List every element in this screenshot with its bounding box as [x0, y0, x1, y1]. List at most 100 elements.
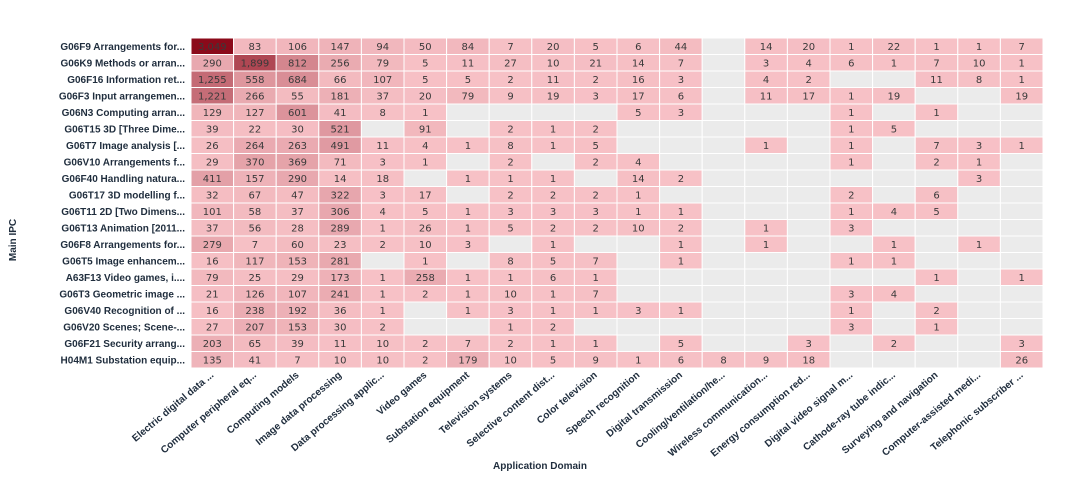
cell-value-label: 1 [465, 306, 471, 317]
heatmap-cell [744, 318, 788, 336]
cell-value-label: 47 [291, 190, 304, 201]
cell-value-label: 322 [331, 190, 350, 201]
cell-value-label: 32 [206, 190, 219, 201]
heatmap-cell [701, 153, 746, 171]
cell-value-label: 107 [288, 289, 307, 300]
cell-value-label: 2 [507, 124, 513, 135]
cell-value-label: 1 [848, 157, 854, 168]
heatmap-cell [744, 285, 788, 303]
cell-value-label: 7 [593, 256, 599, 267]
cell-value-label: 5 [593, 42, 599, 53]
cell-value-label: 147 [331, 42, 350, 53]
cell-value-label: 179 [458, 355, 477, 366]
cell-value-label: 1 [635, 207, 641, 218]
cell-value-label: 2 [678, 223, 684, 234]
cell-value-label: 7 [933, 141, 939, 152]
cell-value-label: 1 [465, 223, 471, 234]
heatmap-cell [659, 268, 703, 286]
heatmap-cell [573, 235, 618, 253]
heatmap-cell [786, 235, 831, 253]
heatmap-cell [999, 318, 1044, 336]
cell-value-label: 37 [206, 223, 219, 234]
cell-value-label: 2 [593, 223, 599, 234]
cell-value-label: 2 [593, 157, 599, 168]
cell-value-label: 3 [507, 207, 513, 218]
cell-value-label: 2 [507, 190, 513, 201]
cell-value-label: 3 [465, 240, 471, 251]
cell-value-label: 30 [291, 124, 304, 135]
heatmap-cell [488, 103, 533, 121]
y-tick-label: G06T7 Image analysis [... [66, 141, 185, 152]
heatmap-cell [446, 186, 490, 204]
cell-value-label: 192 [288, 306, 307, 317]
heatmap-cell [999, 285, 1044, 303]
cell-value-label: 26 [1015, 355, 1028, 366]
cell-value-label: 11 [462, 58, 475, 69]
cell-value-label: 1 [507, 174, 513, 185]
y-tick-label: G06K9 Methods or arran... [61, 58, 186, 69]
heatmap-cell [914, 219, 959, 237]
cell-value-label: 30 [334, 322, 347, 333]
y-tick-label: G06F40 Handling natura... [62, 174, 186, 185]
heatmap-cell [872, 169, 916, 187]
cell-value-label: 1,899 [241, 58, 270, 69]
y-tick-label: G06F21 Security arrang... [64, 339, 185, 350]
heatmap-cell [701, 268, 746, 286]
cell-value-label: 4 [763, 75, 769, 86]
cell-value-label: 3 [976, 174, 982, 185]
heatmap-cell [999, 120, 1044, 138]
heatmap-cell [659, 120, 703, 138]
cell-value-label: 3 [380, 157, 386, 168]
cell-value-label: 107 [373, 75, 392, 86]
cell-value-label: 1 [678, 256, 684, 267]
cell-value-label: 1 [593, 339, 599, 350]
cell-value-label: 2 [848, 190, 854, 201]
cell-value-label: 1 [550, 306, 556, 317]
cell-value-label: 2 [678, 174, 684, 185]
cell-value-label: 1 [763, 141, 769, 152]
heatmap-cell [957, 87, 1001, 105]
heatmap-cell [999, 219, 1044, 237]
heatmap-cell [744, 186, 788, 204]
heatmap-cell [531, 103, 575, 121]
heatmap-cell [786, 301, 831, 319]
cell-value-label: 8 [976, 75, 982, 86]
cell-value-label: 7 [1019, 42, 1025, 53]
cell-value-label: 256 [331, 58, 350, 69]
cell-value-label: 6 [933, 190, 939, 201]
cell-value-label: 2 [933, 157, 939, 168]
cell-value-label: 1 [422, 256, 428, 267]
cell-value-label: 23 [334, 240, 347, 251]
heatmap-cell [659, 318, 703, 336]
y-tick-label: G06F8 Arrangements for... [60, 240, 185, 251]
x-tick-label: Computing models [225, 370, 302, 437]
y-tick-label: G06F9 Arrangements for... [60, 42, 185, 53]
cell-value-label: 2 [550, 223, 556, 234]
heatmap-cell [786, 219, 831, 237]
heatmap-cell [744, 120, 788, 138]
y-tick-label: G06V20 Scenes; Scene-... [63, 322, 185, 333]
cell-value-label: 2 [593, 190, 599, 201]
heatmap-cell [744, 268, 788, 286]
cell-value-label: 369 [288, 157, 307, 168]
cell-value-label: 71 [334, 157, 347, 168]
cell-value-label: 36 [334, 306, 347, 317]
cell-value-label: 37 [291, 207, 304, 218]
y-tick-labels: G06F9 Arrangements for... G06K9 Methods o… [59, 42, 185, 367]
heatmap-cell [701, 318, 746, 336]
cell-value-label: 14 [632, 58, 645, 69]
cell-value-label: 1 [848, 207, 854, 218]
heatmap-cell [999, 252, 1044, 270]
cell-value-label: 67 [249, 190, 262, 201]
heatmap-cell [659, 285, 703, 303]
heatmap-cell [446, 120, 490, 138]
heatmap-cell [786, 120, 831, 138]
cell-value-label: 1 [891, 58, 897, 69]
heatmap-cell [999, 351, 1044, 369]
heatmap-cell [914, 120, 959, 138]
heatmap-cell [957, 318, 1001, 336]
heatmap-cell [616, 285, 661, 303]
cell-value-label: 6 [635, 42, 641, 53]
cell-value-label: 10 [547, 58, 560, 69]
cell-value-label: 25 [249, 273, 262, 284]
